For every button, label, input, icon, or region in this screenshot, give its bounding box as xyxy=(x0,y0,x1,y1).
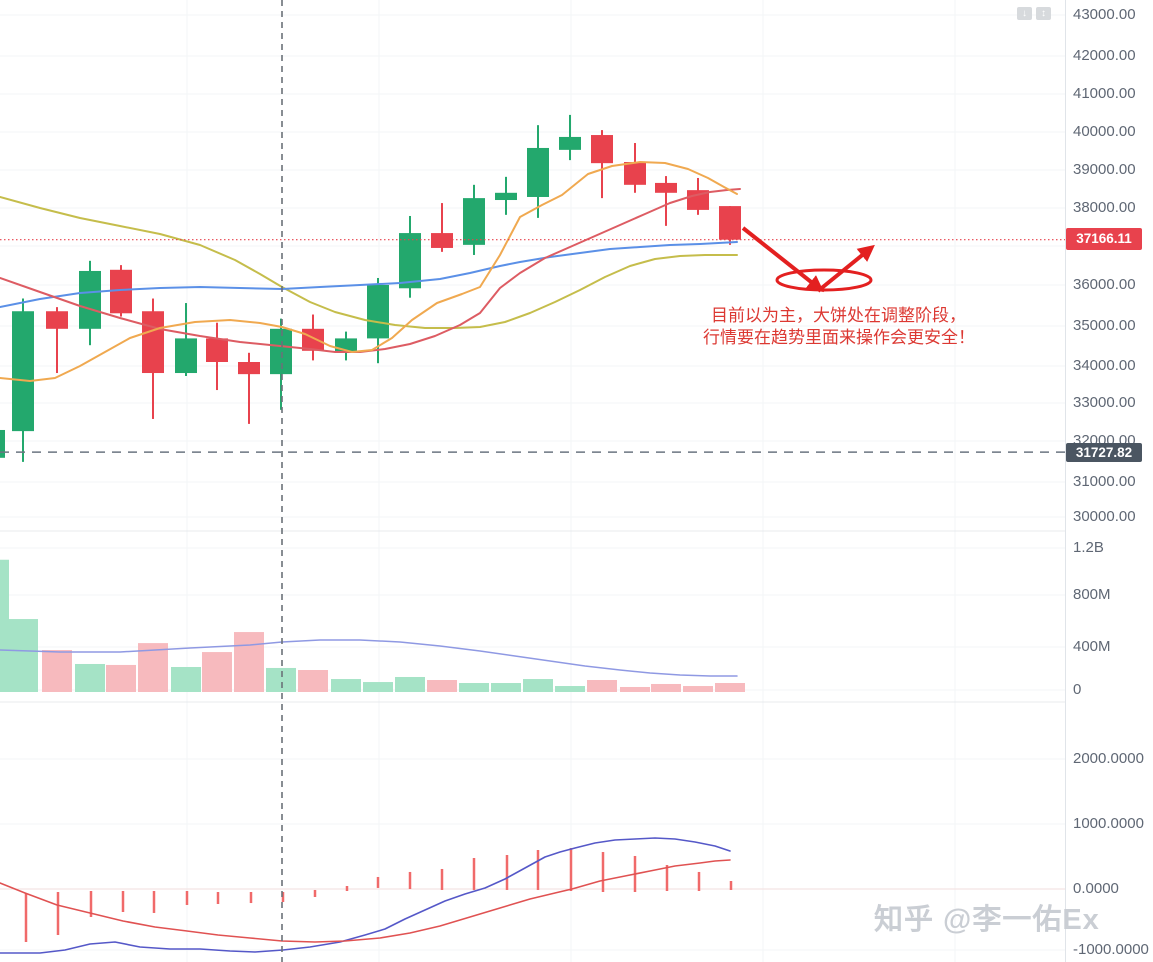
axis-label: 38000.00 xyxy=(1073,199,1136,216)
axis-label: 800M xyxy=(1073,586,1111,603)
axis-label: 34000.00 xyxy=(1073,357,1136,374)
axis-label: 30000.00 xyxy=(1073,508,1136,525)
axis-label: 2000.0000 xyxy=(1073,750,1144,767)
axis-label: 400M xyxy=(1073,638,1111,655)
annotation-line-2: 行情要在趋势里面来操作会更安全！ xyxy=(703,327,975,347)
axis-label: 1.2B xyxy=(1073,539,1104,556)
axis-label: -1000.0000 xyxy=(1073,941,1149,958)
axis-label: 39000.00 xyxy=(1073,161,1136,178)
axis-label: 35000.00 xyxy=(1073,317,1136,334)
axis-label: 43000.00 xyxy=(1073,6,1136,23)
price-axis-panel[interactable]: 43000.00 42000.00 41000.00 40000.00 39000.00… xyxy=(1065,0,1153,962)
price-level-tag: 31727.82 xyxy=(1066,443,1142,462)
axis-label: 42000.00 xyxy=(1073,47,1136,64)
watermark: 知乎 @李一佑Ex xyxy=(874,904,1100,936)
scale-down-arrow-button[interactable]: ↓ xyxy=(1017,7,1032,20)
current-price-tag: 37166.11 xyxy=(1066,228,1142,250)
axis-label: 40000.00 xyxy=(1073,123,1136,140)
axis-label: 41000.00 xyxy=(1073,85,1136,102)
axis-label: 0.0000 xyxy=(1073,880,1119,897)
axis-label: 0 xyxy=(1073,681,1082,698)
annotation-text: 目前以为主，大饼处在调整阶段， 行情要在趋势里面来操作会更安全！ xyxy=(703,305,975,348)
scale-updown-arrow-button[interactable]: ↕ xyxy=(1036,7,1051,20)
annotation-line-1: 目前以为主，大饼处在调整阶段， xyxy=(711,306,966,325)
axis-label: 31000.00 xyxy=(1073,473,1136,490)
axis-label: 33000.00 xyxy=(1073,394,1136,411)
axis-label: 36000.00 xyxy=(1073,276,1136,293)
axis-label: 1000.0000 xyxy=(1073,815,1144,832)
